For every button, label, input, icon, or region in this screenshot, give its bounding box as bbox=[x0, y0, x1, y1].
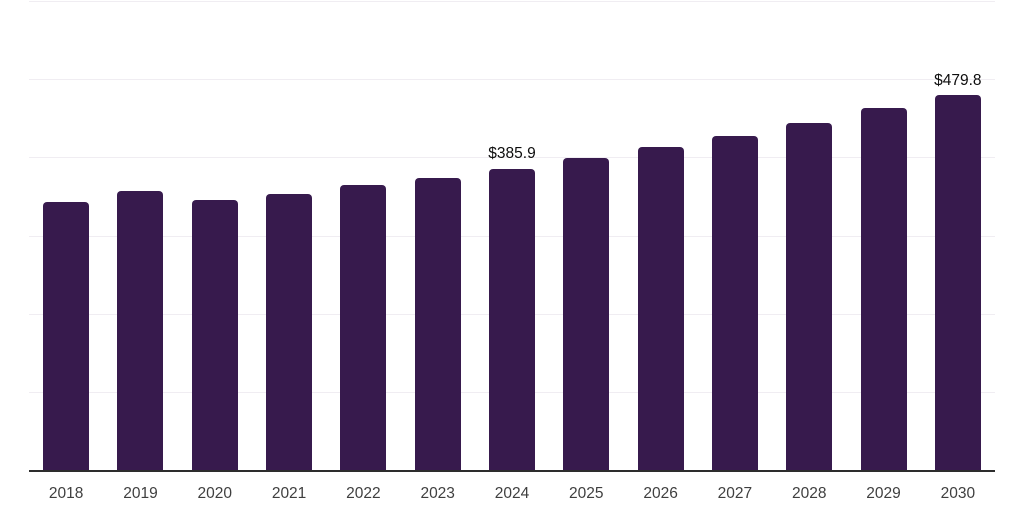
bar-2025 bbox=[563, 158, 610, 471]
x-axis-line bbox=[29, 470, 995, 472]
bar-2020 bbox=[191, 199, 238, 471]
bar-2019 bbox=[117, 191, 164, 471]
gridline-500 bbox=[29, 78, 995, 80]
bar-2022 bbox=[340, 185, 387, 471]
bar-2030 bbox=[934, 95, 981, 471]
x-tick-label-2028: 2028 bbox=[791, 485, 827, 502]
bar-2018 bbox=[43, 201, 90, 471]
x-tick-label-2030: 2030 bbox=[940, 485, 976, 502]
bar-2023 bbox=[414, 178, 461, 471]
x-tick-label-2025: 2025 bbox=[569, 485, 604, 502]
x-tick-label-2026: 2026 bbox=[643, 485, 678, 502]
plot-area: $385.9 $479.8 bbox=[29, 0, 995, 471]
x-tick-label-2018: 2018 bbox=[48, 485, 84, 502]
gridline-600 bbox=[29, 0, 995, 2]
x-tick-label-2029: 2029 bbox=[866, 485, 901, 502]
bar-2027 bbox=[711, 135, 758, 471]
x-tick-label-2024: 2024 bbox=[494, 485, 530, 502]
bar-2021 bbox=[266, 194, 313, 471]
x-axis-labels: 2018 2019 2020 2021 2022 2023 2024 2025 2026 2027… bbox=[29, 485, 995, 507]
x-tick-label-2020: 2020 bbox=[197, 485, 233, 502]
bar-2026 bbox=[637, 147, 684, 471]
x-tick-label-2019: 2019 bbox=[123, 485, 158, 502]
bar-2028 bbox=[786, 123, 833, 471]
data-label-2024: $385.9 bbox=[488, 145, 536, 163]
gridline-400 bbox=[29, 157, 995, 159]
bar-2029 bbox=[860, 108, 907, 471]
x-tick-label-2022: 2022 bbox=[346, 485, 381, 502]
bar-2024 bbox=[489, 168, 535, 471]
x-tick-label-2023: 2023 bbox=[420, 485, 455, 502]
data-label-2030: $479.8 bbox=[934, 71, 982, 89]
x-tick-label-2021: 2021 bbox=[271, 485, 307, 502]
x-tick-label-2027: 2027 bbox=[717, 485, 753, 502]
